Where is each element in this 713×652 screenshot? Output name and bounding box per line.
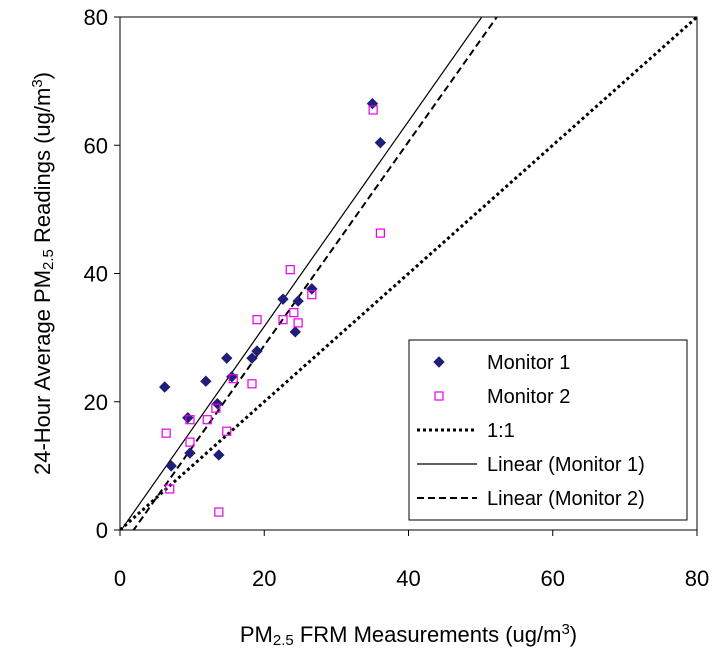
- y-tick-label: 0: [96, 518, 108, 543]
- point: [306, 283, 318, 295]
- label-part: 3: [29, 79, 46, 87]
- reference-line: [120, 17, 697, 530]
- point: [278, 315, 288, 325]
- y-tick-label: 20: [84, 390, 108, 415]
- point: [182, 412, 194, 424]
- point: [221, 352, 233, 364]
- point: [252, 315, 262, 325]
- legend-label: Monitor 1: [487, 352, 570, 374]
- point: [202, 415, 212, 425]
- point: [185, 437, 195, 447]
- point: [292, 295, 304, 307]
- x-tick-label: 60: [541, 566, 565, 591]
- legend-label: 1:1: [487, 420, 515, 442]
- point: [226, 371, 238, 383]
- trendline: [132, 17, 499, 530]
- label-part: 2.5: [273, 632, 294, 649]
- point: [165, 484, 175, 494]
- x-tick-label: 40: [396, 566, 420, 591]
- legend-label: Linear (Monitor 2): [487, 488, 645, 510]
- legend-label: Monitor 2: [487, 386, 570, 408]
- point: [289, 326, 301, 338]
- point: [159, 381, 171, 393]
- point: [228, 374, 238, 384]
- point: [246, 352, 258, 364]
- x-tick-label: 20: [252, 566, 276, 591]
- point: [247, 379, 257, 389]
- label-part: PM: [240, 622, 273, 647]
- label-part: 2.5: [40, 249, 57, 270]
- trendline: [120, 17, 483, 530]
- label-part: ): [30, 72, 55, 79]
- point: [293, 318, 303, 328]
- point: [368, 105, 378, 115]
- y-tick-label: 80: [84, 5, 108, 30]
- point: [161, 428, 171, 438]
- x-axis-label: PM2.5 FRM Measurements (ug/m3): [240, 621, 577, 650]
- plot-area: [120, 17, 697, 530]
- point: [211, 403, 221, 413]
- point: [251, 345, 263, 357]
- legend-marker: [433, 356, 445, 368]
- point: [165, 460, 177, 472]
- point: [285, 265, 295, 275]
- point: [184, 447, 196, 459]
- label-part: ): [570, 622, 577, 647]
- point: [200, 375, 212, 387]
- y-axis-label: 24-Hour Average PM2.5 Readings (ug/m3): [29, 72, 58, 475]
- label-part: 24-Hour Average PM: [30, 270, 55, 475]
- point: [185, 415, 195, 425]
- point: [214, 507, 224, 517]
- point: [289, 308, 299, 318]
- x-tick-label: 80: [685, 566, 709, 591]
- point: [375, 228, 385, 238]
- point: [222, 426, 232, 436]
- point: [213, 449, 225, 461]
- legend-marker: [434, 391, 444, 401]
- label-part: FRM Measurements (ug/m: [294, 622, 562, 647]
- y-tick-label: 60: [84, 133, 108, 158]
- label-part: Readings (ug/m: [30, 88, 55, 249]
- x-tick-label: 0: [114, 566, 126, 591]
- legend: Monitor 1 Monitor 2 1:1 Linear (Monitor 1) L…: [408, 339, 688, 521]
- point: [277, 293, 289, 305]
- point: [307, 290, 317, 300]
- legend-label: Linear (Monitor 1): [487, 454, 645, 476]
- y-tick-label: 40: [84, 262, 108, 287]
- point: [374, 136, 387, 149]
- label-part: 3: [561, 621, 569, 638]
